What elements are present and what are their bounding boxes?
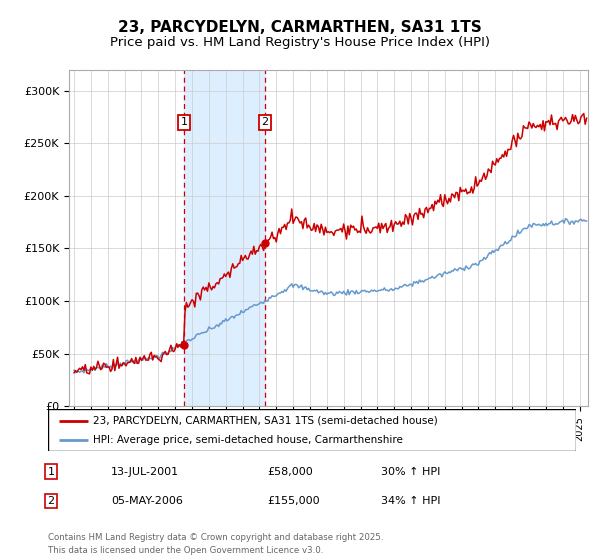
Text: 2: 2 bbox=[262, 118, 269, 128]
Text: 23, PARCYDELYN, CARMARTHEN, SA31 1TS: 23, PARCYDELYN, CARMARTHEN, SA31 1TS bbox=[118, 20, 482, 35]
Text: Price paid vs. HM Land Registry's House Price Index (HPI): Price paid vs. HM Land Registry's House … bbox=[110, 36, 490, 49]
Text: 1: 1 bbox=[47, 466, 55, 477]
Text: HPI: Average price, semi-detached house, Carmarthenshire: HPI: Average price, semi-detached house,… bbox=[93, 435, 403, 445]
Text: 23, PARCYDELYN, CARMARTHEN, SA31 1TS (semi-detached house): 23, PARCYDELYN, CARMARTHEN, SA31 1TS (se… bbox=[93, 416, 437, 426]
Text: 13-JUL-2001: 13-JUL-2001 bbox=[111, 466, 179, 477]
Text: £58,000: £58,000 bbox=[267, 466, 313, 477]
Text: £155,000: £155,000 bbox=[267, 496, 320, 506]
Text: 2: 2 bbox=[47, 496, 55, 506]
Text: Contains HM Land Registry data © Crown copyright and database right 2025.
This d: Contains HM Land Registry data © Crown c… bbox=[48, 533, 383, 556]
Text: 30% ↑ HPI: 30% ↑ HPI bbox=[381, 466, 440, 477]
Bar bbox=[184, 70, 265, 406]
Text: 1: 1 bbox=[181, 118, 188, 128]
Text: 34% ↑ HPI: 34% ↑ HPI bbox=[381, 496, 440, 506]
Text: 05-MAY-2006: 05-MAY-2006 bbox=[111, 496, 183, 506]
FancyBboxPatch shape bbox=[48, 409, 576, 451]
